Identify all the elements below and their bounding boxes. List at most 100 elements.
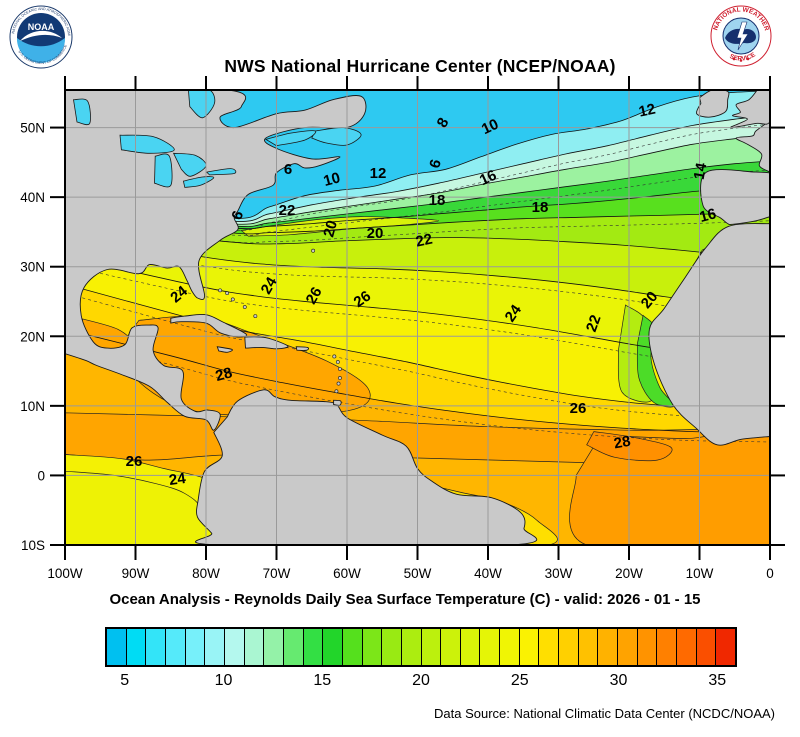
y-axis-label-10N: 10N: [20, 399, 45, 414]
contour-label-22: 22: [583, 313, 605, 334]
caribbean-28: [124, 315, 371, 416]
land-france: [735, 120, 770, 173]
isotherm-26-dashed: [65, 292, 770, 420]
colorbar-cell-22: [460, 629, 481, 665]
y-axis-label-0: 0: [37, 468, 45, 483]
contour-label-24: 24: [258, 274, 281, 298]
islet: [336, 381, 341, 386]
hudson-james-bay: [187, 90, 216, 119]
contour-label-26: 26: [126, 453, 143, 470]
isotherm-28-line: [65, 328, 770, 434]
x-axis-label-80W: 80W: [192, 566, 220, 581]
land-puerto-rico: [295, 346, 309, 351]
noaa-logo-text: NOAA: [28, 22, 55, 32]
noaa-logo-svg: NOAA NATIONAL OCEANIC AND ATMOSPHERIC AD…: [9, 5, 73, 69]
islet: [253, 314, 258, 319]
colorbar-cell-28: [578, 629, 599, 665]
land-britain: [730, 90, 770, 129]
contour-label-22: 22: [279, 202, 296, 219]
colorbar-cell-16: [342, 629, 363, 665]
isotherm-22-line: [65, 235, 770, 311]
y-axis-label-30N: 30N: [20, 260, 45, 275]
colorbar-cell-21: [441, 629, 461, 665]
land-africa: [648, 223, 770, 446]
land-hispaniola: [244, 336, 289, 350]
colorbar-label-25: 25: [510, 672, 529, 689]
x-axis-label-20W: 20W: [615, 566, 643, 581]
colorbar-cell-26: [539, 629, 560, 665]
colorbar-cell-9: [205, 629, 225, 665]
isotherm-12-line: [65, 134, 770, 225]
isotherm-18-dashed: [65, 220, 770, 244]
islet: [230, 297, 235, 302]
colorbar-cell-19: [401, 629, 422, 665]
islet: [218, 288, 223, 293]
colorbar-cell-8: [185, 629, 206, 665]
isotherm-10-dashed: [65, 123, 770, 231]
nws-lightning-icon: [736, 21, 749, 51]
x-axis-label-50W: 50W: [404, 566, 432, 581]
colorbar-cell-17: [362, 629, 383, 665]
x-axis-label-30W: 30W: [545, 566, 573, 581]
st-lawrence-river: [264, 130, 317, 147]
contour-label-12: 12: [370, 165, 387, 182]
isotherm-24-dashed: [65, 265, 770, 368]
colorbar-cell-4: [107, 629, 127, 665]
colorbar-label-35: 35: [708, 672, 727, 689]
contour-label-28: 28: [613, 433, 632, 453]
colorbar-label-10: 10: [214, 672, 233, 689]
colorbar-cell-34: [696, 629, 717, 665]
x-axis-label-60W: 60W: [333, 566, 361, 581]
islet: [335, 360, 340, 364]
islet: [332, 354, 337, 359]
colorbar-cell-13: [283, 629, 304, 665]
lake-winnipeg: [73, 98, 91, 126]
colorbar-tick-labels: 5 10 15 20 25 30 35: [105, 672, 737, 694]
x-axis-label-40W: 40W: [474, 566, 502, 581]
sst-map: 6 22 6 10 12 8 10 12 6 16 18 18 14 16 20 20 22 24 24 26 26 24…: [20, 70, 792, 590]
gulf-stream-tongue: [240, 216, 439, 237]
colorbar-cell-23: [480, 629, 501, 665]
colorbar-cell-11: [244, 629, 265, 665]
colorbar-cell-27: [559, 629, 579, 665]
contour-label-18: 18: [429, 192, 446, 209]
islet: [225, 291, 230, 296]
land-south-america: [195, 389, 538, 545]
nws-ring-bottom-text: SERVICE: [728, 51, 757, 63]
isotherm-20-line: [65, 223, 770, 261]
islet: [242, 305, 247, 309]
land-jamaica: [216, 346, 233, 353]
isotherm-14-line: [65, 160, 770, 227]
contour-label-16: 16: [698, 205, 719, 226]
contour-label-6: 6: [284, 161, 292, 178]
contour-label-20: 20: [367, 225, 384, 242]
land-ireland: [695, 90, 730, 118]
y-axis-label-10S: 10S: [21, 538, 45, 553]
contour-label-12: 12: [637, 101, 657, 121]
colorbar-cell-33: [677, 629, 697, 665]
islet: [311, 248, 316, 253]
lake-ontario: [205, 168, 237, 176]
colorbar-cell-32: [657, 629, 678, 665]
islet: [338, 367, 342, 371]
colorbar-label-20: 20: [412, 672, 430, 689]
colorbar-cell-24: [500, 629, 520, 665]
contour-label-22: 22: [414, 231, 434, 251]
land-north-central-america: [65, 90, 367, 431]
colorbar-cell-7: [165, 629, 186, 665]
colorbar-cell-31: [637, 629, 658, 665]
isotherm-22-dashed: [65, 244, 770, 320]
lake-michigan: [154, 153, 173, 188]
colorbar-cell-18: [382, 629, 402, 665]
contour-label-10: 10: [322, 169, 343, 190]
contour-label-10: 10: [479, 116, 501, 138]
noaa-seagull-icon: [20, 30, 62, 41]
contour-label-24: 24: [168, 470, 188, 489]
contour-label-26: 26: [351, 288, 374, 311]
colorbar-cell-6: [146, 629, 166, 665]
map-caption: Ocean Analysis - Reynolds Daily Sea Surf…: [109, 591, 701, 608]
x-axis-label-70W: 70W: [263, 566, 291, 581]
contour-label-26: 26: [570, 400, 587, 417]
